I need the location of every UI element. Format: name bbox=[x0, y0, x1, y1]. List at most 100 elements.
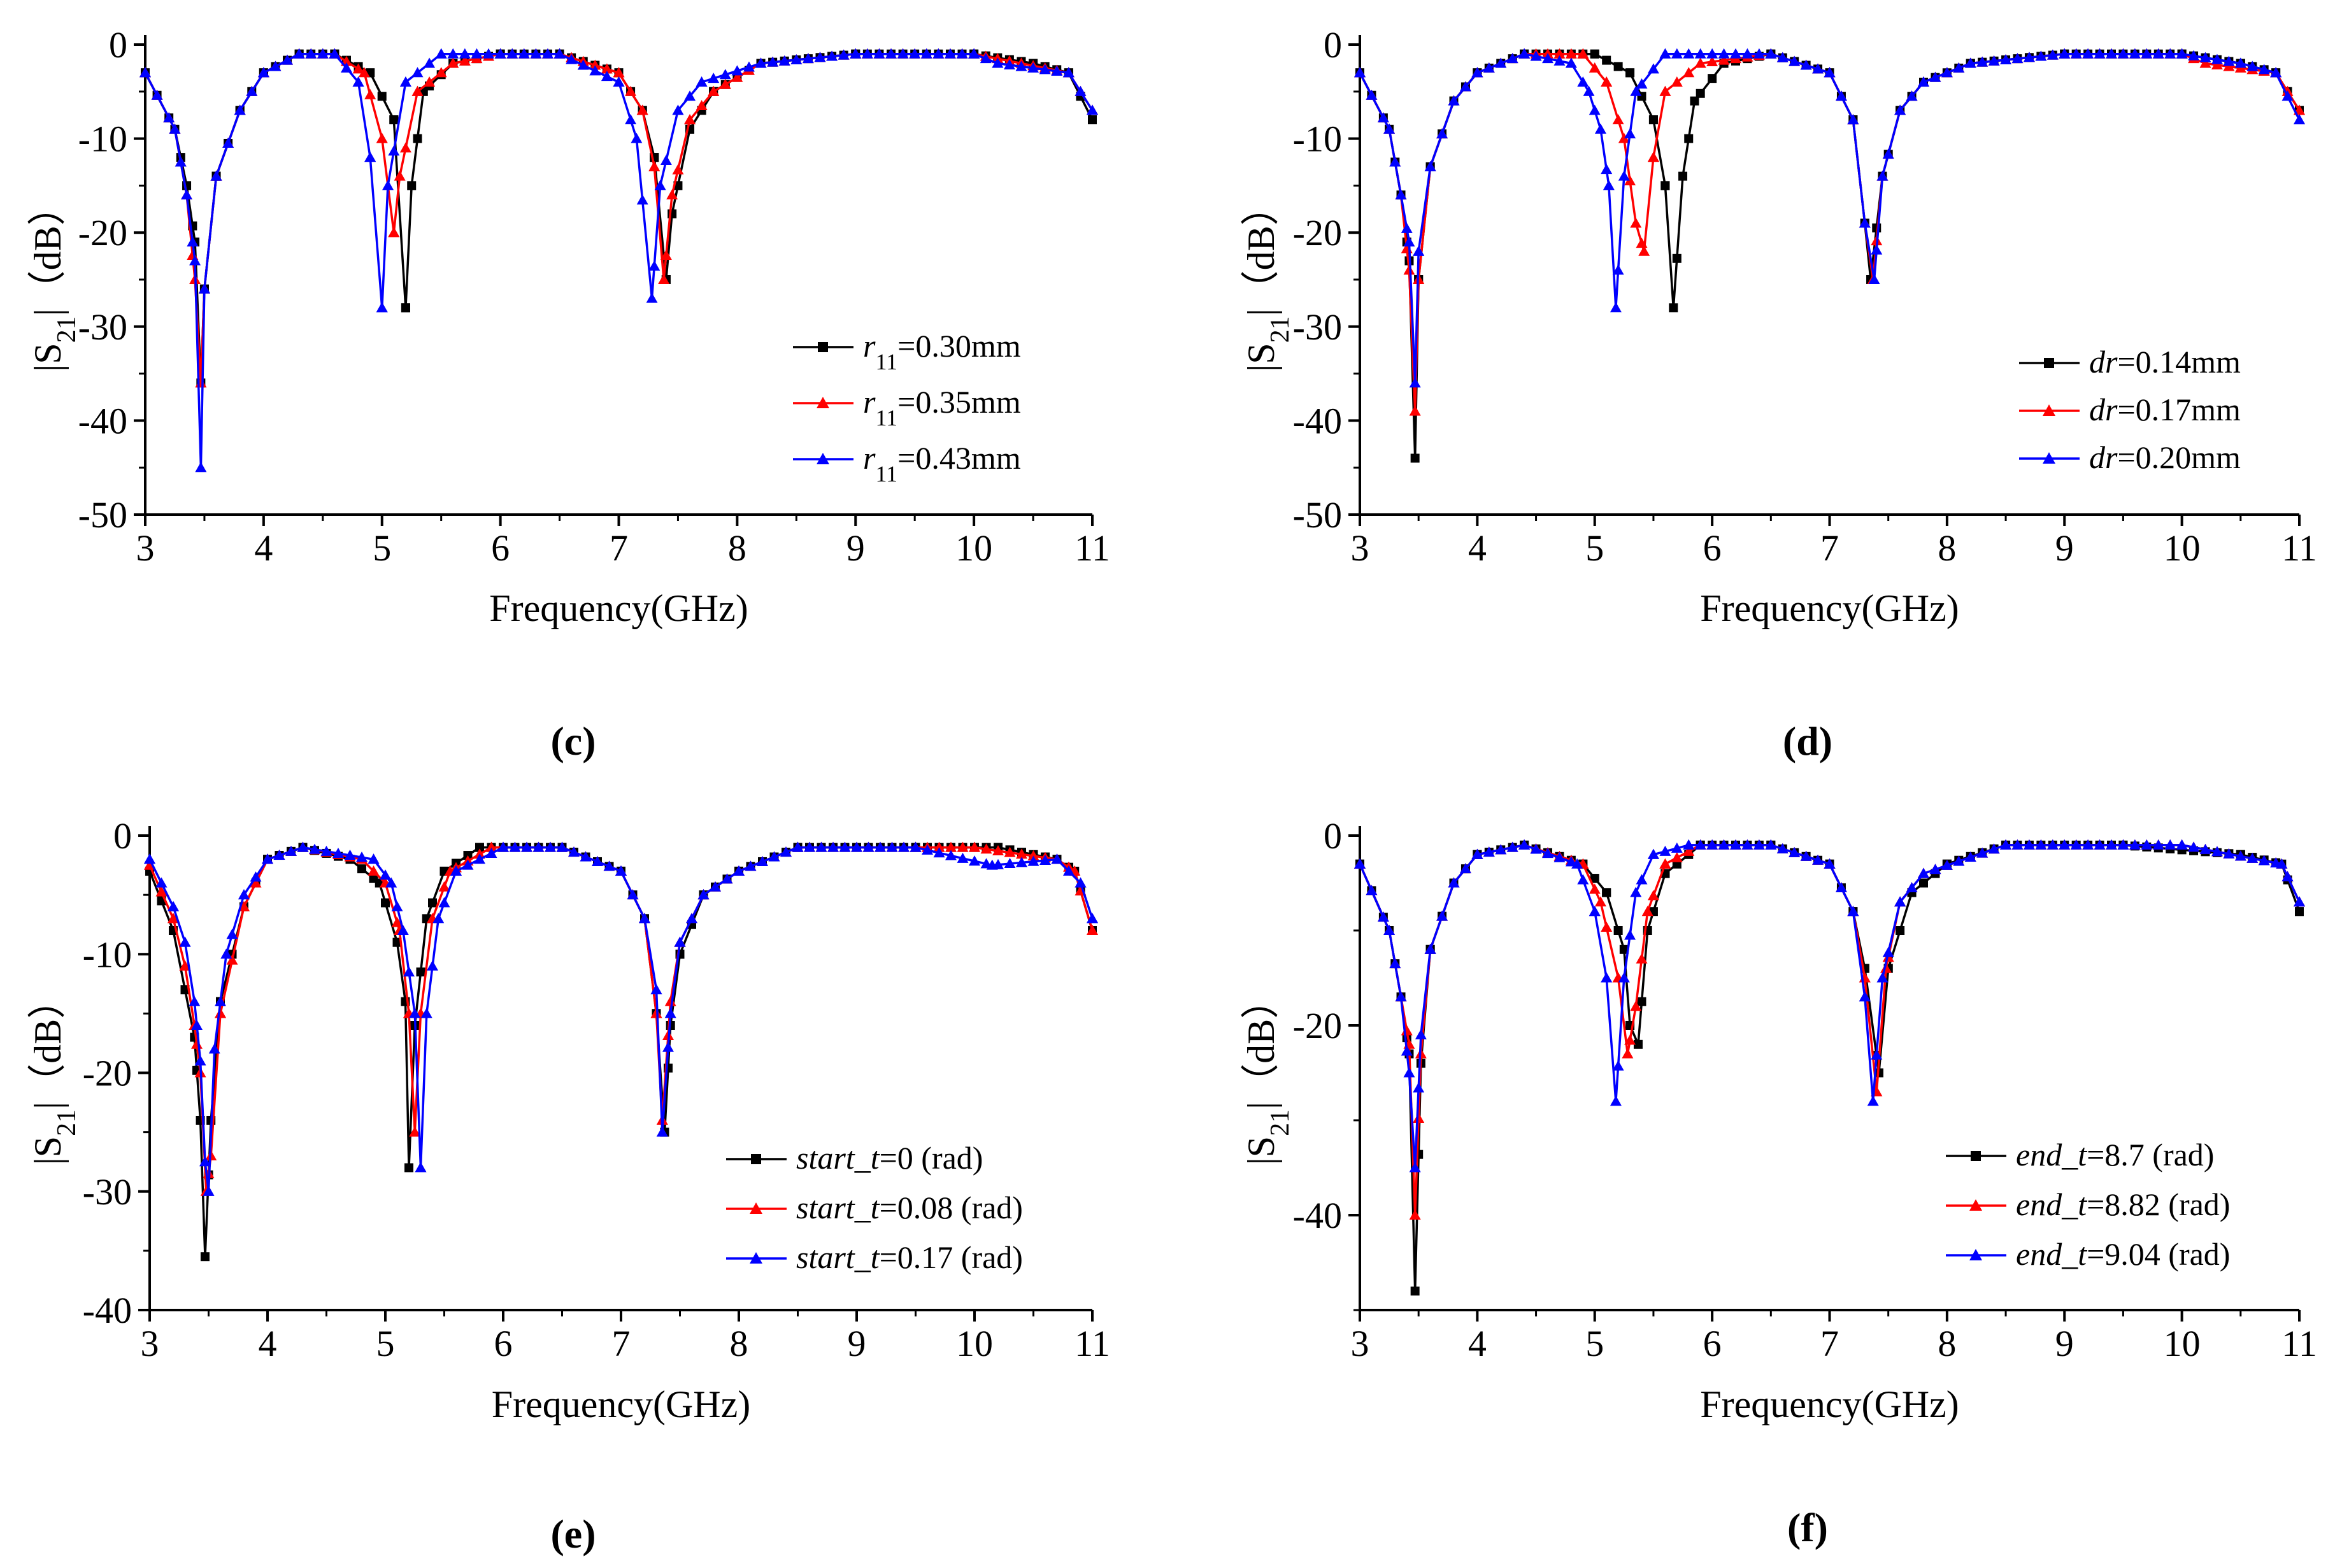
data-point bbox=[356, 852, 368, 862]
data-point bbox=[992, 845, 1004, 855]
data-point bbox=[1401, 1045, 1413, 1056]
legend-label: start_t=0 (rad) bbox=[796, 1140, 983, 1176]
data-point bbox=[1776, 843, 1789, 853]
data-point bbox=[2000, 53, 2012, 64]
data-point bbox=[2011, 839, 2024, 850]
data-point bbox=[1087, 913, 1098, 923]
data-point bbox=[226, 929, 238, 939]
data-point bbox=[364, 152, 376, 162]
data-point bbox=[191, 1020, 203, 1030]
data-point bbox=[1647, 152, 1659, 162]
x-tick-label: 9 bbox=[2055, 527, 2074, 569]
data-point bbox=[2023, 839, 2035, 850]
data-point bbox=[1637, 997, 1646, 1006]
x-tick-label: 3 bbox=[141, 1323, 159, 1364]
data-point bbox=[432, 913, 445, 923]
data-point bbox=[1718, 48, 1730, 59]
data-point bbox=[1577, 48, 1589, 59]
x-tick-label: 7 bbox=[1820, 1323, 1839, 1364]
data-point bbox=[1409, 1209, 1421, 1220]
data-point bbox=[1436, 128, 1448, 139]
data-point bbox=[1647, 848, 1659, 859]
data-point bbox=[920, 48, 932, 59]
y-tick-label: -40 bbox=[78, 400, 127, 441]
data-point bbox=[957, 841, 969, 852]
data-point bbox=[696, 76, 708, 87]
data-point bbox=[2129, 48, 2141, 59]
data-point bbox=[530, 48, 542, 59]
data-point bbox=[1718, 839, 1730, 850]
data-point bbox=[1601, 922, 1613, 932]
data-point bbox=[767, 56, 779, 67]
data-point bbox=[2164, 48, 2176, 59]
data-point bbox=[731, 71, 743, 82]
x-tick-label: 4 bbox=[1468, 527, 1487, 569]
data-point bbox=[409, 1008, 421, 1018]
data-point bbox=[1941, 67, 1953, 78]
y-tick-label: -10 bbox=[1293, 118, 1342, 160]
data-point bbox=[684, 114, 696, 125]
x-tick-label: 5 bbox=[373, 527, 391, 569]
data-point bbox=[220, 948, 232, 959]
data-point bbox=[980, 843, 992, 854]
data-point bbox=[388, 145, 400, 156]
data-point bbox=[1847, 114, 1859, 125]
data-point bbox=[357, 864, 366, 874]
x-tick-label: 6 bbox=[1703, 527, 1722, 569]
y-tick-label: 0 bbox=[113, 815, 132, 857]
data-point bbox=[1601, 164, 1613, 175]
data-point bbox=[474, 853, 485, 864]
data-point bbox=[1027, 62, 1039, 73]
legend-entry: dr=0.14mm bbox=[2019, 344, 2241, 380]
data-point bbox=[968, 48, 980, 59]
data-point bbox=[2211, 59, 2223, 69]
data-point bbox=[2046, 49, 2059, 60]
data-point bbox=[804, 841, 815, 852]
data-point bbox=[485, 847, 497, 858]
data-point bbox=[250, 877, 262, 888]
x-axis-title: Frequency(GHz) bbox=[492, 1383, 751, 1425]
legend-marker bbox=[2044, 358, 2054, 368]
data-point bbox=[1630, 85, 1642, 96]
data-point bbox=[1571, 858, 1583, 869]
data-point bbox=[1016, 848, 1027, 859]
y-tick-label: -20 bbox=[1293, 1005, 1342, 1046]
data-point bbox=[1401, 1025, 1413, 1036]
data-point bbox=[2129, 839, 2141, 850]
data-point bbox=[1459, 81, 1471, 92]
data-point bbox=[1683, 67, 1695, 78]
chart-panel-f: 3 4 5 6 7 8 9 10 11 0 -20 -40 Frequency(GHz) |S21|（dB… bbox=[1240, 815, 2317, 1550]
y-tick-label: -10 bbox=[78, 118, 127, 160]
data-point bbox=[1696, 89, 1705, 98]
data-point bbox=[2117, 48, 2129, 59]
x-tick-label: 9 bbox=[2055, 1323, 2074, 1364]
data-point bbox=[1612, 1060, 1624, 1071]
data-point bbox=[1424, 943, 1436, 954]
data-point bbox=[674, 936, 686, 947]
data-point bbox=[885, 48, 897, 59]
data-point bbox=[639, 913, 650, 923]
data-point bbox=[1377, 112, 1389, 123]
legend-marker bbox=[2043, 452, 2055, 464]
data-point bbox=[391, 916, 403, 927]
data-point bbox=[1618, 132, 1630, 143]
data-point bbox=[1835, 90, 1847, 101]
x-tick-label: 6 bbox=[494, 1323, 513, 1364]
data-point bbox=[1683, 845, 1695, 856]
data-point bbox=[1583, 85, 1595, 96]
data-point bbox=[155, 877, 168, 888]
data-point bbox=[898, 841, 910, 852]
data-point bbox=[1976, 847, 1989, 858]
data-point bbox=[509, 841, 521, 852]
data-point bbox=[1624, 1034, 1636, 1045]
data-point bbox=[1610, 302, 1622, 313]
legend-entry: dr=0.17mm bbox=[2019, 392, 2241, 427]
data-point bbox=[1459, 863, 1471, 874]
data-point bbox=[1051, 853, 1063, 864]
data-point bbox=[1690, 96, 1699, 106]
data-point bbox=[850, 48, 862, 59]
data-point bbox=[238, 901, 250, 911]
data-point bbox=[377, 92, 387, 101]
data-point bbox=[625, 85, 637, 96]
data-point bbox=[1812, 63, 1824, 74]
